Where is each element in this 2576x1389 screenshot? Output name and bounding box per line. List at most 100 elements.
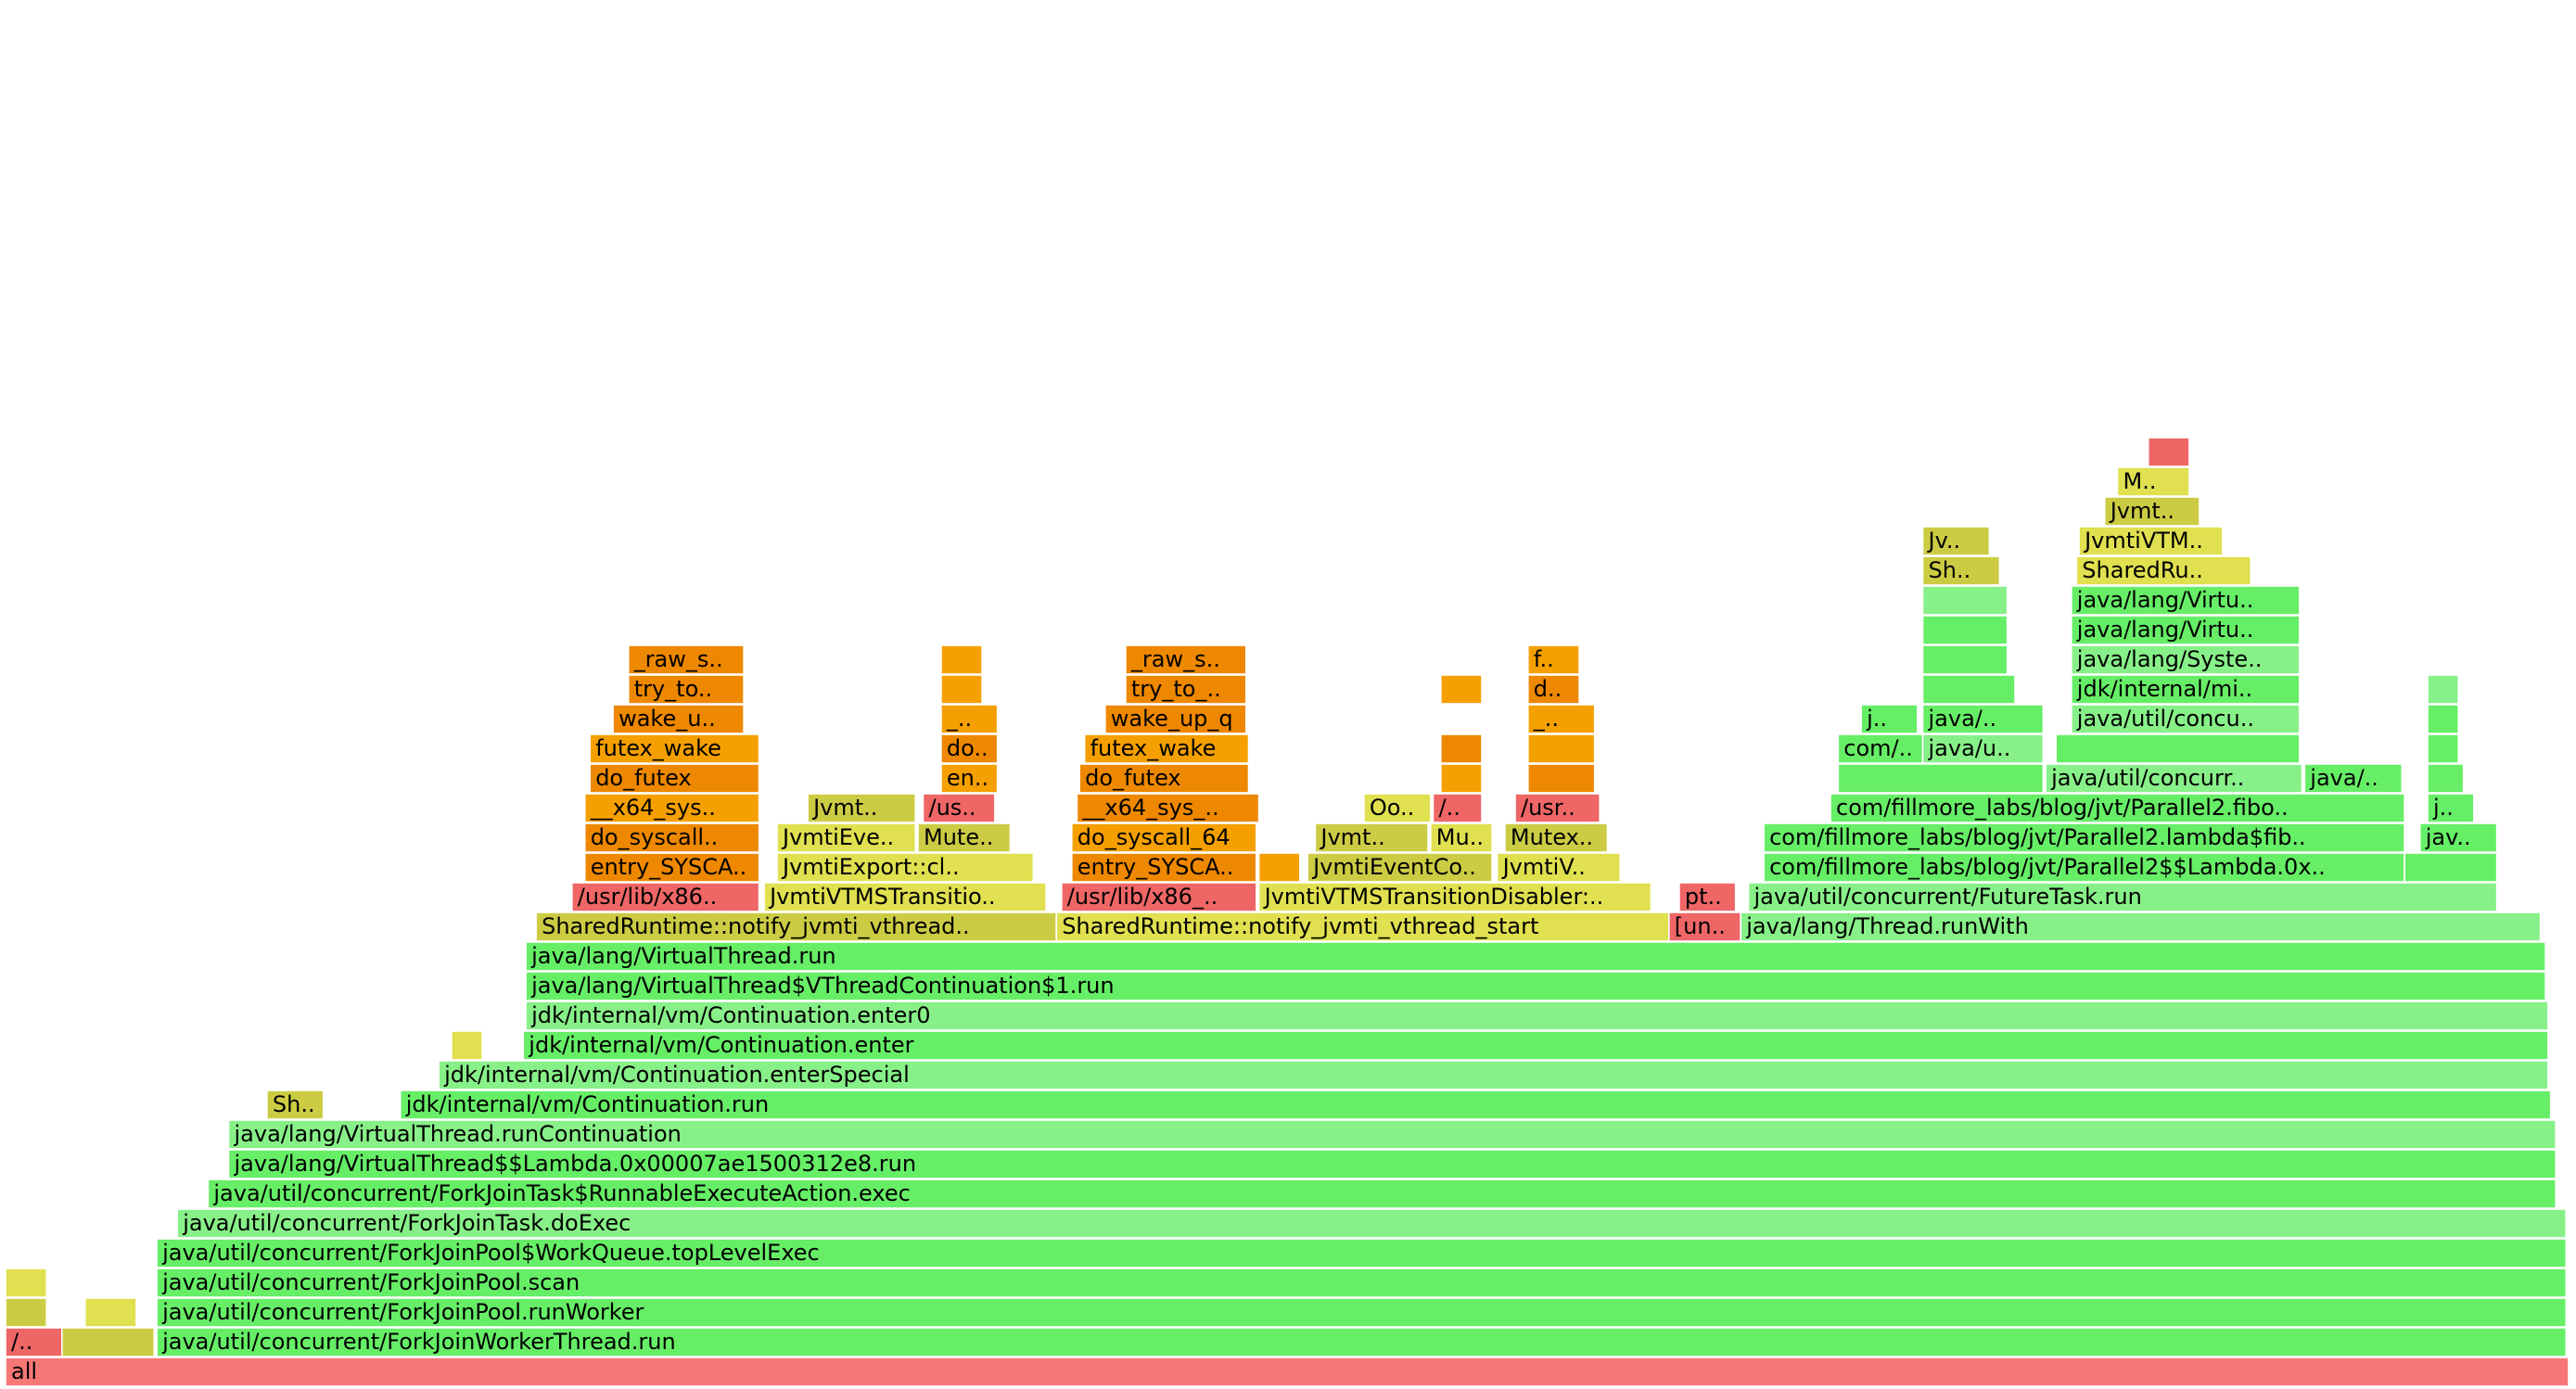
frame-java-util-concurrent-forkjointask-runnableexecuteaction-exec[interactable]: java/util/concurrent/ForkJoinTask$Runnab… (207, 1179, 2557, 1209)
frame-try-to-wake-up[interactable]: try_to_wake_uptry_to.. (627, 674, 745, 705)
frame-bar[interactable] (1363, 793, 1432, 823)
frame-java-lang-virtualthread-unpark[interactable]: java/lang/VirtualThread.unpark (1921, 615, 2009, 645)
frame-do-syscall-64[interactable]: do_syscall_64do_syscall.. (583, 822, 760, 853)
frame-bar[interactable] (5, 1357, 2570, 1387)
frame-entry-syscall-64-after-hwframe[interactable]: entry_SYSCALL_64_after_hwframe en.. (940, 763, 999, 794)
frame-java-util-concurrent-forkjoinpool-signalwork[interactable]: java/util/concurrent/ForkJoinPool.signal… (1921, 704, 2045, 734)
frame-bar[interactable] (1837, 733, 1924, 764)
frame-jdk-internal-vm-continuation-enter[interactable]: jdk/internal/vm/Continuation.enter (451, 1030, 483, 1061)
frame-do-syscall-64[interactable]: do_syscall_64 (1527, 733, 1596, 764)
frame-bar[interactable] (1921, 585, 2009, 616)
frame-bar[interactable] (1071, 822, 1257, 853)
frame-java-lang-virtualthread-runcontinuation[interactable]: java/lang/VirtualThread.runContinuationj… (227, 1119, 2557, 1150)
frame-java-lang-virtualthread-lambda-0x00007ae1500312e8-run[interactable]: java/lang/VirtualThread$$Lambda.0x00007a… (227, 1149, 2557, 1179)
frame-jdk-internal-misc-unsafe-park[interactable]: jdk/internal/misc/Unsafe.park j.. (1860, 704, 1919, 734)
frame-bar[interactable] (1837, 763, 2045, 794)
frame-usr-lib-x86-64-linux-gnu-libc-so-6[interactable]: /usr/lib/x86_64-linux-gnu/libc.so.6/usr/… (1061, 882, 1257, 912)
frame-bar[interactable] (1307, 852, 1493, 883)
frame-usr-lib-x86-64-linux-gnu-libc-so-6[interactable]: /usr/lib/x86_64-linux-gnu/libc.so.6 (2147, 437, 2190, 467)
frame-usr-lib-x86-64-linux-gnu-libc-so-6[interactable]: /usr/lib/x86_64-linux-gnu/libc.so.6/us.. (922, 793, 996, 823)
frame-thread-call-run[interactable]: Thread::call_run (5, 1268, 48, 1298)
frame-raw-spin-unlock-irqrestore[interactable]: _raw_spin_unlock_irqrestore_raw_s.. (1125, 644, 1247, 675)
frame-com-fillmore-labs-blog-jvt-parallel2-fibonacci[interactable]: com/fillmore_labs/blog/jvt/Parallel2.fib… (1830, 793, 2405, 823)
frame-jvmtiexport-cleanup-thread[interactable]: JvmtiExport::cleanup_thread JvmtiExport::… (776, 852, 1035, 883)
frame-futex-wake[interactable]: futex_wakefutex_wake (589, 733, 760, 764)
frame-sharedruntime-notify-jvmti-vthread-mount[interactable]: SharedRuntime::notify_jvmti_vthread_moun… (266, 1090, 325, 1120)
frame-bar[interactable] (2147, 437, 2190, 467)
frame-bar[interactable] (2071, 585, 2301, 616)
frame-bar[interactable] (1527, 704, 1596, 734)
frame-bar[interactable] (583, 822, 760, 853)
frame-bar[interactable] (176, 1208, 2567, 1239)
frame-bar[interactable] (1527, 733, 1596, 764)
frame-bar[interactable] (1257, 852, 1301, 883)
frame-java-util-concurrent-forkjointask-join[interactable]: java/util/concurrent/ForkJoinTask.join (2404, 852, 2498, 883)
frame-java-util-concurrent-forkjoinworkerthread-run[interactable]: java/util/concurrent/ForkJoinWorkerThrea… (156, 1327, 2568, 1357)
frame-usr-lib-x86-64-linux-gnu-libc-so-6[interactable]: /usr/lib/x86_64-linux-gnu/libc.so.6/usr/… (570, 882, 760, 912)
frame-bar[interactable] (2116, 466, 2190, 497)
frame-bar[interactable] (1104, 704, 1247, 734)
frame-do-futex[interactable]: do_futex (940, 674, 983, 705)
frame-bar[interactable] (399, 1090, 2552, 1120)
frame-jvmtieventcontroller-thread-ended[interactable]: JvmtiEventController::thread_ended JvmtiE… (776, 822, 917, 853)
frame-bar[interactable] (2045, 763, 2303, 794)
frame-bar[interactable] (2427, 704, 2460, 734)
frame-com-fillmore-labs-blog-jvt-parallel2-fibonacci[interactable]: com/fillmore_labs/blog/jvt/Parallel2.fib… (1837, 763, 2045, 794)
frame-java-util-concurrent-forkjointask-awaitdone[interactable]: java/util/concurrent/ForkJoinTask.awaitD… (2427, 733, 2460, 764)
frame-bar[interactable] (1921, 526, 1991, 556)
frame-do-syscall-64[interactable]: do_syscall_64 do.. (940, 733, 999, 764)
frame-bar[interactable] (451, 1030, 483, 1061)
frame-sharedruntime-notify-jvmti-vthread-unmount[interactable]: SharedRuntime::notify_jvmti_vthread_unmo… (2075, 555, 2252, 586)
frame-do-syscall-64[interactable]: do_syscall_64 do_syscall_64 (1071, 822, 1257, 853)
frame-bar[interactable] (2427, 674, 2460, 705)
frame-bar[interactable] (589, 733, 760, 764)
frame-java-lang-virtualthread-run[interactable]: java/lang/VirtualThread.runjava/lang/Vir… (525, 941, 2546, 972)
frame-bar[interactable] (2055, 733, 2301, 764)
frame-java-util-concurrent-forkjoinpool-scan[interactable]: java/util/concurrent/ForkJoinPool.scanja… (156, 1268, 2568, 1298)
frame-bar[interactable] (1921, 704, 2045, 734)
frame-bar[interactable] (266, 1090, 325, 1120)
frame-java-util-concurrent-forkjointask-fork[interactable]: java/util/concurrent/ForkJoinTask.fork ja… (1921, 733, 2045, 764)
frame-bar[interactable] (83, 1297, 137, 1328)
frame-try-to-wake-up[interactable]: try_to_wake_up try_to_.. (1125, 674, 1247, 705)
frame-x64-sys-futex[interactable]: __x64_sys_futex __x64_sys_.. (1076, 793, 1260, 823)
frame-all[interactable]: allall (5, 1357, 2570, 1387)
frame-x64-sys-futex[interactable]: __x64_sys_futex__x64_sys.. (583, 793, 760, 823)
frame-bar[interactable] (1527, 763, 1596, 794)
frame-java-util-concurrent-forkjoinpool-runworker[interactable]: java/util/concurrent/ForkJoinPool.runWor… (156, 1297, 2568, 1328)
frame-bar[interactable] (156, 1297, 2568, 1328)
frame-java-util-concurrent-forkjointask-awaitdone[interactable]: java/util/concurrent/ForkJoinTask.awaitD… (2427, 763, 2465, 794)
frame-bar[interactable] (2075, 555, 2252, 586)
frame-bar[interactable] (922, 793, 996, 823)
frame-bar[interactable] (917, 822, 1012, 853)
frame-bar[interactable] (1071, 852, 1257, 883)
frame-bar[interactable] (1061, 882, 1257, 912)
frame-bar[interactable] (1921, 644, 2009, 675)
frame-long[interactable]: long (83, 1297, 137, 1328)
frame-bar[interactable] (807, 793, 916, 823)
frame-thread-native-entry[interactable]: thread_native_entry (5, 1297, 48, 1328)
frame-bar[interactable] (570, 882, 760, 912)
frame-bar[interactable] (1055, 911, 1670, 942)
frame-x64-sys-futex[interactable]: __x64_sys_futex _.. (940, 704, 999, 734)
frame-jvmtivtmstransitiondisabler-start-vtms-transition[interactable]: JvmtiVTMSTransitionDisabler::start_VTMS_… (1257, 882, 1652, 912)
frame-java-util-concurrent-forkjointask-awaitdone[interactable]: java/util/concurrent/ForkJoinTask.awaitD… (2427, 704, 2460, 734)
frame-futex-wake[interactable]: futex_wake (940, 644, 983, 675)
frame-java-lang-virtualthread-submitruncontinuation[interactable]: java/lang/VirtualThread.submitRunContinu… (1921, 585, 2009, 616)
frame-bar[interactable] (589, 763, 760, 794)
frame-bar[interactable] (2427, 733, 2460, 764)
frame-wake-up-q[interactable]: wake_up_qwake_u.. (612, 704, 745, 734)
frame-bar[interactable] (5, 1268, 48, 1298)
frame-bar[interactable] (525, 941, 2546, 972)
frame-bar[interactable] (1860, 704, 1919, 734)
frame-bar[interactable] (227, 1119, 2557, 1150)
frame-bar[interactable] (1440, 763, 1483, 794)
frame-do-futex[interactable]: do_futexdo_futex (589, 763, 760, 794)
frame-bar[interactable] (940, 644, 983, 675)
frame-bar[interactable] (1076, 793, 1260, 823)
frame-wake-up-q[interactable]: wake_up_q wake_up_q (1104, 704, 1247, 734)
frame-java-util-concurrent-forkjointask-awaitdone[interactable]: java/util/concurrent/ForkJoinTask.awaitD… (2427, 674, 2460, 705)
frame-bar[interactable] (1740, 911, 2542, 942)
